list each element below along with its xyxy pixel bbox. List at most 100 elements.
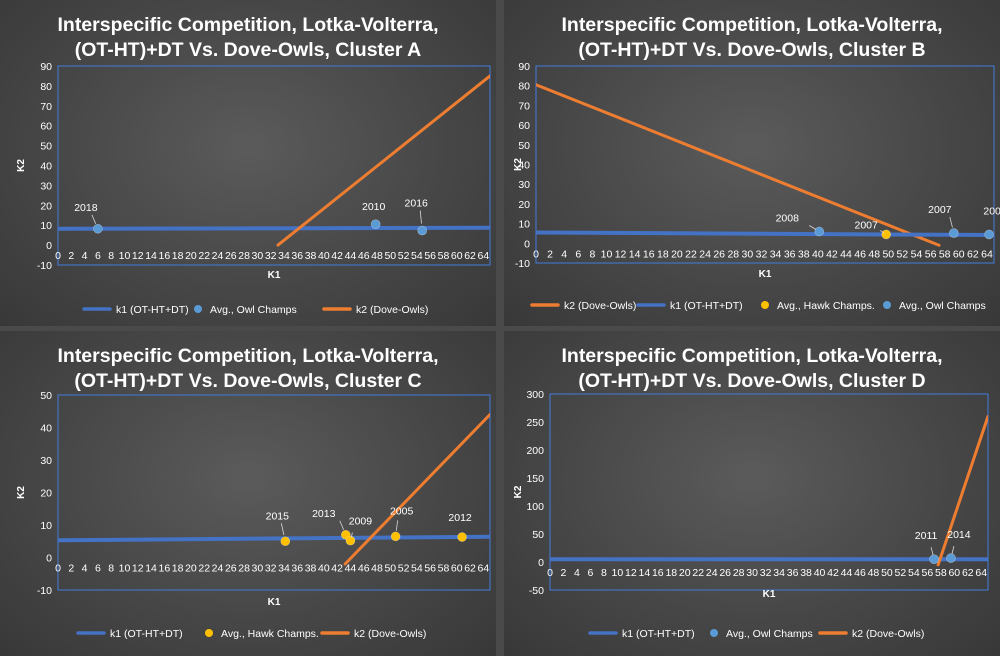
x-tick-label: 16 [652,567,664,579]
x-tick-label: 64 [975,567,987,579]
x-tick-label: 28 [727,248,739,260]
legend-entry: Avg., Hawk Champs. [777,300,875,312]
legend-entry: k2 (Dove-Owls) [564,300,636,312]
plot-area [549,393,989,591]
x-tick-label: 6 [588,567,594,579]
plot-area [57,65,491,266]
x-tick-label: 58 [438,250,450,262]
owl-champ-point [929,554,939,564]
x-tick-label: 42 [331,563,343,575]
x-tick-label: 60 [948,567,960,579]
x-axis-label: K1 [763,589,776,600]
x-tick-label: 0 [533,248,539,260]
y-axis-label: K2 [513,485,524,498]
x-tick-label: 54 [411,250,423,262]
chart-panel-cluster-d: Interspecific Competition, Lotka-Volterr… [504,331,1000,656]
x-tick-label: 46 [358,563,370,575]
data-label-leader [949,216,953,228]
x-tick-label: 60 [953,248,965,260]
x-tick-label: 20 [679,567,691,579]
legend-entry: k1 (OT-HT+DT) [670,300,743,312]
y-tick-label: 70 [40,101,52,113]
series-line-k2 [536,83,941,247]
y-tick-label: 30 [40,455,52,467]
chart-panel-cluster-a: Interspecific Competition, Lotka-Volterr… [0,0,496,326]
x-tick-label: 16 [158,250,170,262]
x-tick-label: 54 [911,248,923,260]
x-tick-label: 36 [291,563,303,575]
data-label: 2013 [312,508,336,520]
x-tick-label: 8 [601,567,607,579]
x-tick-label: 24 [212,563,224,575]
x-tick-label: 38 [305,250,317,262]
series-line-k2 [936,414,988,567]
x-tick-label: 46 [854,248,866,260]
y-tick-label: 0 [46,240,52,252]
chart-title-line: Interspecific Competition, Lotka-Volterr… [561,14,942,36]
legend-entry: k1 (OT-HT+DT) [116,304,189,316]
x-tick-label: 54 [411,563,423,575]
x-axis-label: K1 [268,270,281,281]
x-tick-label: 36 [291,250,303,262]
y-tick-label: 30 [518,179,530,191]
legend-swatch-marker [883,301,891,309]
chart-title-line: Interspecific Competition, Lotka-Volterr… [561,345,942,367]
x-tick-label: 62 [962,567,974,579]
x-tick-label: 14 [638,567,650,579]
data-label: 2008 [776,212,800,224]
y-tick-label: 200 [526,445,544,457]
x-tick-label: 32 [265,563,277,575]
x-tick-label: 40 [318,563,330,575]
y-tick-label: 30 [40,180,52,192]
x-tick-label: 30 [746,567,758,579]
y-tick-label: 80 [518,81,530,93]
x-tick-label: 8 [108,250,114,262]
legend-entry: Avg., Owl Champs [726,628,813,640]
x-tick-label: 12 [625,567,637,579]
x-tick-label: 38 [800,567,812,579]
data-label: 2014 [947,529,971,541]
x-tick-label: 42 [827,567,839,579]
chart-d-svg: Interspecific Competition, Lotka-Volterr… [513,345,989,640]
x-tick-label: 18 [172,563,184,575]
owl-champ-point [417,225,428,236]
x-tick-label: 14 [145,563,157,575]
x-tick-label: 0 [55,563,61,575]
x-tick-label: 64 [981,248,993,260]
y-tick-label: 10 [40,220,52,232]
chart-panel-cluster-b: Interspecific Competition, Lotka-Volterr… [504,0,1000,326]
x-tick-label: 16 [643,248,655,260]
x-tick-label: 34 [278,563,290,575]
x-tick-label: 22 [692,567,704,579]
x-tick-label: 48 [371,563,383,575]
y-tick-label: 20 [40,488,52,500]
x-tick-label: 12 [132,250,144,262]
x-tick-label: 36 [787,567,799,579]
y-tick-label: -50 [529,585,544,597]
chart-a-svg: Interspecific Competition, Lotka-Volterr… [16,14,491,316]
hawk-champ-point [280,536,291,547]
x-tick-label: 22 [685,248,697,260]
y-tick-label: 50 [518,140,530,152]
x-tick-label: 22 [198,563,210,575]
y-tick-label: -10 [515,258,530,270]
legend-entry: Avg., Hawk Champs. [221,628,319,640]
x-tick-label: 40 [812,248,824,260]
y-tick-label: 90 [518,61,530,73]
x-tick-label: 20 [671,248,683,260]
owl-champ-point [370,219,381,230]
x-tick-label: 28 [238,563,250,575]
x-tick-label: 56 [424,563,436,575]
y-tick-label: 300 [526,389,544,401]
x-tick-label: 6 [95,250,101,262]
x-tick-label: 32 [756,248,768,260]
x-tick-label: 50 [882,248,894,260]
x-tick-label: 26 [713,248,725,260]
hawk-champ-point [881,229,891,240]
x-tick-label: 24 [699,248,711,260]
data-label: 2016 [405,198,429,210]
series-line-k1 [536,230,994,238]
x-tick-label: 50 [384,563,396,575]
x-tick-label: 24 [706,567,718,579]
owl-champ-point [93,223,103,234]
